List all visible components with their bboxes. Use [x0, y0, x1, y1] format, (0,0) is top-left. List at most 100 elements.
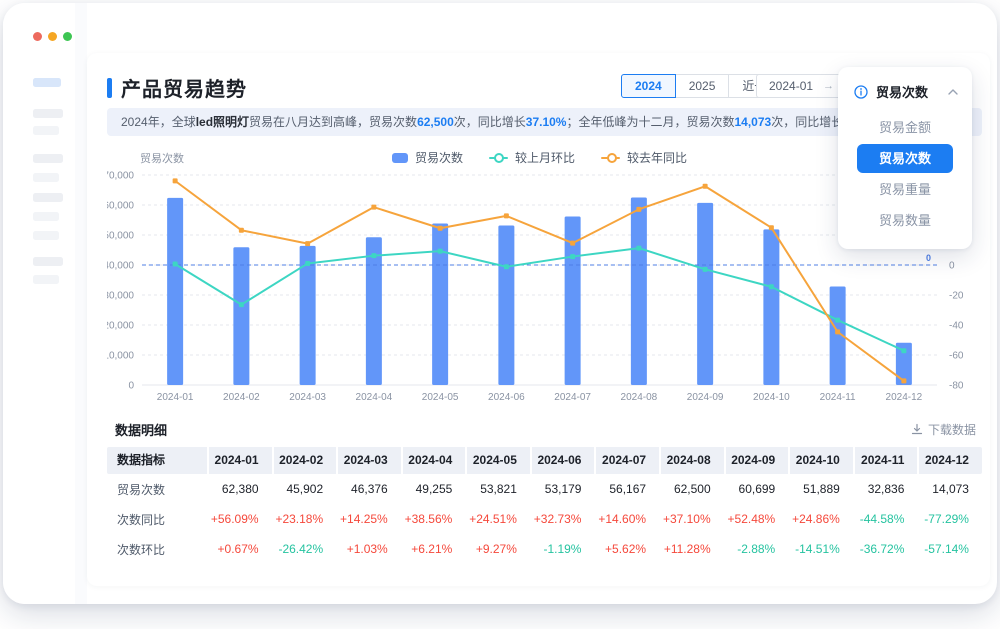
mom-point[interactable] — [503, 264, 509, 270]
range-arrow-icon: → — [823, 80, 835, 92]
legend-label: 较上月环比 — [514, 151, 575, 165]
trade-count-bar[interactable] — [895, 342, 912, 385]
legend-label: 较去年同比 — [627, 151, 688, 165]
left-axis-tick: 30,000 — [107, 291, 134, 302]
trade-count-bar[interactable] — [630, 197, 647, 386]
table-cell: -44.58% — [859, 512, 905, 526]
content-gutter — [75, 3, 87, 604]
trade-count-bar[interactable] — [564, 216, 581, 385]
table-row: 贸易次数 62,380 45,902 46,376 49,255 53,821 53,179… — [107, 474, 982, 504]
mom-point[interactable] — [768, 284, 774, 290]
yoy-point[interactable] — [702, 183, 708, 189]
sidebar-skeleton-item[interactable] — [33, 257, 63, 266]
sidebar-skeleton-item[interactable] — [33, 231, 59, 240]
sidebar-skeleton-item[interactable] — [33, 212, 59, 221]
metric-dropdown-header[interactable]: 贸易次数 — [838, 67, 972, 111]
table-cell: -36.72% — [859, 542, 905, 556]
yoy-point[interactable] — [901, 378, 907, 384]
yoy-point[interactable] — [503, 213, 509, 219]
year-tab-2025[interactable]: 2025 — [674, 74, 730, 98]
yoy-point[interactable] — [636, 206, 642, 212]
legend-item-trade-count[interactable]: 贸易次数 — [391, 149, 463, 166]
close-window-icon[interactable] — [33, 32, 42, 41]
table-header-cell: 2024-04 — [402, 447, 466, 474]
trade-count-bar[interactable] — [829, 286, 846, 385]
maximize-window-icon[interactable] — [63, 32, 72, 41]
trend-chart: 0 10,000 20,000 30,000 40,000 50,000 60,000 70,… — [107, 171, 964, 404]
sidebar-skeleton-item[interactable] — [33, 154, 63, 163]
table-cell: 51,889 — [803, 482, 840, 496]
mom-point[interactable] — [901, 348, 907, 354]
yoy-point[interactable] — [835, 329, 841, 335]
table-cell: +32.73% — [533, 512, 582, 526]
table-header-cell: 2024-06 — [531, 447, 595, 474]
table-row-label: 次数环比 — [117, 542, 166, 557]
table-cell: 62,500 — [673, 482, 711, 496]
table-header-row: 数据指标 2024-01 2024-02 2024-03 2024-04 2024-05 2… — [107, 447, 982, 474]
trade-count-bar[interactable] — [299, 245, 316, 385]
yoy-point[interactable] — [570, 240, 576, 246]
table-cell: +24.51% — [469, 512, 517, 526]
download-icon — [911, 423, 923, 435]
x-axis-label: 2024-08 — [621, 392, 658, 403]
yoy-point[interactable] — [305, 241, 311, 247]
table-header-cell: 2024-10 — [790, 447, 853, 474]
banner-segment: 37.10% — [525, 115, 567, 129]
mom-point[interactable] — [636, 245, 642, 251]
mom-point[interactable] — [570, 254, 576, 260]
trade-count-bar[interactable] — [432, 223, 449, 385]
trade-count-bar[interactable] — [697, 202, 714, 385]
mom-point[interactable] — [371, 253, 377, 259]
table-row: 次数环比 +0.67% -26.42% +1.03% +6.21% +9.27% -1.19… — [107, 534, 982, 564]
minimize-window-icon[interactable] — [48, 32, 57, 41]
x-axis-label: 2024-03 — [289, 392, 326, 403]
mom-point[interactable] — [835, 317, 841, 323]
yoy-point[interactable] — [768, 225, 774, 231]
table-header-cell: 2024-11 — [854, 447, 918, 474]
title-row: 产品贸易趋势 — [107, 73, 247, 102]
trade-count-bar[interactable] — [365, 237, 382, 385]
table-cell: 62,380 — [221, 482, 259, 496]
download-data-button[interactable]: 下载数据 — [911, 421, 976, 438]
sidebar-skeleton-item[interactable] — [33, 126, 59, 135]
mom-point[interactable] — [172, 261, 178, 267]
range-start: 2024-01 — [769, 79, 814, 93]
sidebar-skeleton-item[interactable] — [33, 173, 59, 182]
yoy-point[interactable] — [238, 227, 244, 233]
table-cell: 53,821 — [480, 482, 517, 496]
sidebar-skeleton-item[interactable] — [33, 109, 63, 118]
selected-metric-label: 贸易次数 — [876, 85, 929, 100]
metric-option[interactable]: 贸易金额 — [878, 120, 931, 135]
table-cell: 14,073 — [932, 482, 969, 496]
table-cell: 53,179 — [544, 482, 582, 496]
yoy-point[interactable] — [371, 204, 377, 210]
legend-item-mom[interactable]: 较上月环比 — [488, 149, 575, 166]
trade-count-bar[interactable] — [167, 197, 184, 385]
left-axis-tick: 20,000 — [107, 321, 134, 332]
mom-point[interactable] — [238, 302, 244, 308]
yoy-point[interactable] — [437, 225, 443, 231]
legend-item-yoy[interactable]: 较去年同比 — [601, 149, 687, 166]
year-tab-2024[interactable]: 2024 — [621, 74, 676, 98]
yoy-point[interactable] — [172, 178, 178, 184]
window-controls — [33, 32, 72, 41]
sidebar-skeleton-item[interactable] — [33, 275, 59, 284]
sidebar-skeleton-item-active[interactable] — [33, 78, 61, 87]
trade-count-bar[interactable] — [498, 225, 515, 385]
mom-point[interactable] — [702, 266, 708, 272]
metric-option[interactable]: 贸易数量 — [878, 213, 931, 228]
banner-segment: 次，同比增长 — [771, 115, 844, 129]
metric-option[interactable]: 贸易次数 — [857, 144, 953, 173]
mom-point[interactable] — [437, 248, 443, 254]
metric-option[interactable]: 贸易重量 — [878, 182, 931, 197]
mom-point[interactable] — [305, 260, 311, 266]
yoy-line — [174, 179, 905, 382]
table-cell: 60,699 — [738, 482, 776, 496]
sidebar-skeleton-item[interactable] — [33, 193, 63, 202]
table-cell: +24.86% — [792, 512, 840, 526]
table-row-label: 贸易次数 — [117, 482, 166, 497]
trade-count-bar[interactable] — [763, 229, 780, 385]
table-cell: +14.60% — [598, 512, 647, 526]
banner-segment: 2024年，全球 — [121, 115, 196, 129]
trade-count-bar[interactable] — [233, 247, 250, 385]
